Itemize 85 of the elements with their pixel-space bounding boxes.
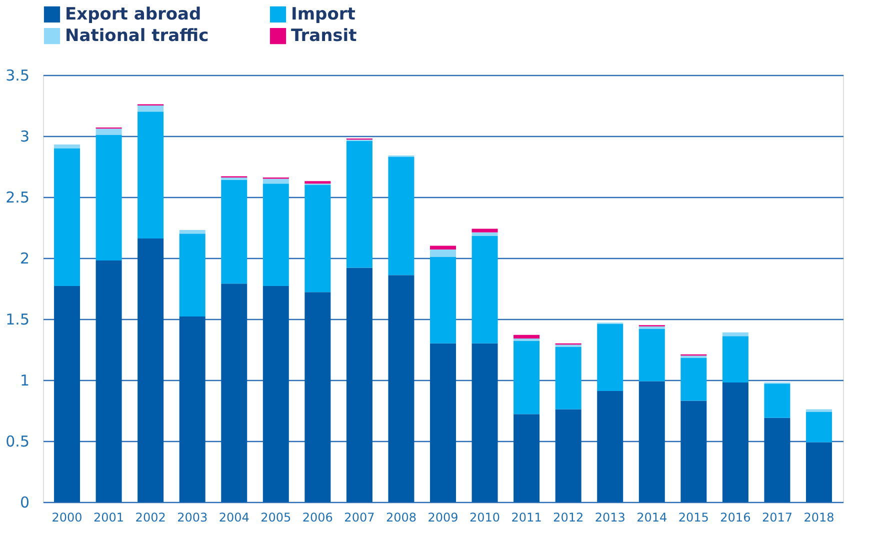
bar <box>597 390 624 502</box>
x-tick-label: 2016 <box>720 510 751 524</box>
bar <box>722 382 748 502</box>
x-tick-label: 2002 <box>135 510 166 524</box>
bar <box>304 184 331 292</box>
x-tick-label: 2000 <box>52 510 82 524</box>
x-tick-label: 2004 <box>218 510 250 524</box>
bar <box>304 292 331 502</box>
bar <box>430 343 456 502</box>
bar <box>430 256 456 344</box>
bar <box>680 356 707 358</box>
y-tick-label: 3 <box>20 128 30 146</box>
bar <box>430 246 456 250</box>
bar <box>54 286 80 502</box>
bar <box>54 144 80 148</box>
bar <box>179 316 206 502</box>
bar <box>638 326 665 329</box>
bar <box>514 414 540 502</box>
x-tick-label: 2005 <box>260 510 292 524</box>
bar <box>680 400 707 502</box>
bar <box>638 328 665 382</box>
bar <box>514 334 540 339</box>
bar <box>346 268 372 502</box>
bar <box>262 178 289 184</box>
x-tick-label: 2006 <box>302 510 333 524</box>
bar <box>806 442 832 502</box>
bar <box>96 134 122 260</box>
y-tick-label: 0 <box>20 494 30 512</box>
bar <box>221 180 248 284</box>
x-tick-label: 2010 <box>470 510 500 524</box>
bar <box>806 412 832 442</box>
y-tick-label: 2.5 <box>6 188 30 206</box>
bar <box>96 128 122 135</box>
legend-label: Transit <box>291 26 357 46</box>
bar <box>597 324 624 391</box>
bar <box>555 344 582 348</box>
bar <box>262 184 289 286</box>
x-tick-label: 2013 <box>594 510 626 524</box>
bar <box>472 232 498 236</box>
y-tick-label: 1.5 <box>6 310 30 328</box>
y-tick-label: 3.5 <box>6 66 30 84</box>
bar <box>346 140 372 268</box>
x-tick-label: 2014 <box>636 510 668 524</box>
x-tick-label: 2009 <box>428 510 458 524</box>
bar <box>555 409 582 502</box>
bar <box>221 284 248 502</box>
bar <box>472 236 498 344</box>
bar <box>138 238 164 502</box>
x-tick-label: 2015 <box>678 510 709 524</box>
legend-label: Import <box>291 4 356 24</box>
x-tick-label: 2001 <box>94 510 124 524</box>
x-tick-label: 2003 <box>177 510 208 524</box>
bar <box>138 106 164 112</box>
bar <box>138 112 164 238</box>
bar <box>555 347 582 410</box>
x-tick-label: 2008 <box>386 510 416 524</box>
legend-label: National traffic <box>65 26 209 46</box>
x-tick-label: 2017 <box>762 510 792 524</box>
bar <box>221 177 248 180</box>
bar <box>388 275 414 502</box>
y-tick-label: 0.5 <box>6 432 30 450</box>
bar <box>722 336 748 382</box>
bar <box>54 148 80 286</box>
bar <box>764 418 790 502</box>
bar <box>96 260 122 502</box>
bar <box>388 156 414 276</box>
bar <box>472 343 498 502</box>
bar <box>179 234 206 317</box>
bar <box>680 358 707 401</box>
x-tick-label: 2012 <box>553 510 584 524</box>
bar <box>304 181 331 184</box>
bar <box>179 230 206 234</box>
x-tick-label: 2007 <box>344 510 375 524</box>
bar <box>764 384 790 418</box>
x-tick-label: 2018 <box>804 510 834 524</box>
bar <box>262 286 289 502</box>
y-tick-label: 1 <box>20 372 30 390</box>
bar <box>472 228 498 232</box>
bar <box>638 381 665 502</box>
x-tick-label: 2011 <box>511 510 542 524</box>
legend-label: Export abroad <box>65 4 202 24</box>
bar <box>430 249 456 257</box>
bar <box>722 332 748 336</box>
bar <box>514 340 540 414</box>
y-tick-label: 2 <box>20 250 30 268</box>
